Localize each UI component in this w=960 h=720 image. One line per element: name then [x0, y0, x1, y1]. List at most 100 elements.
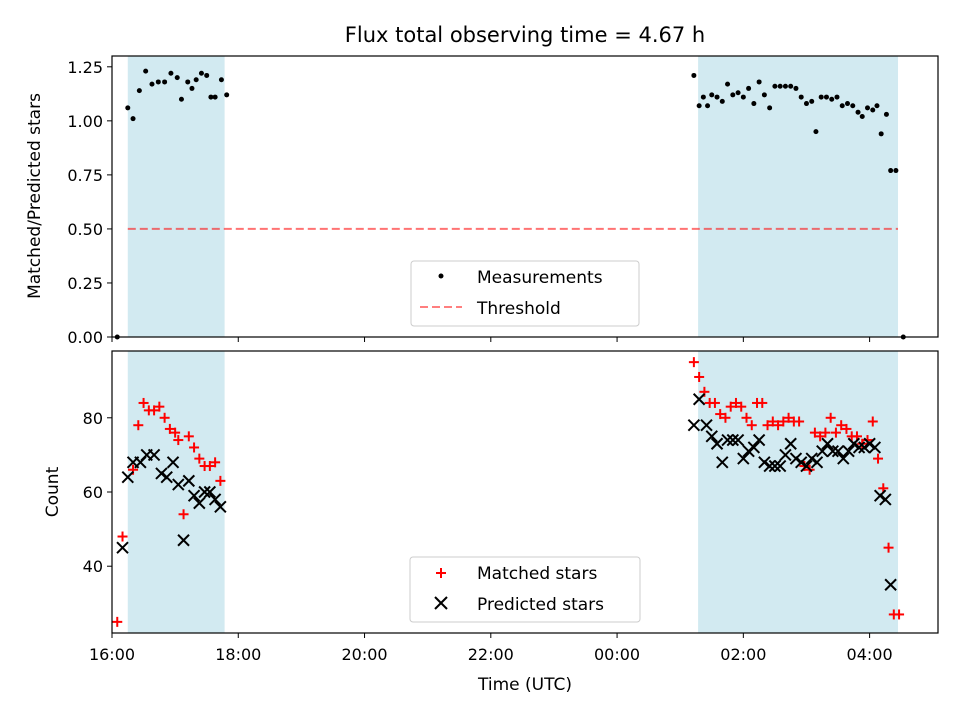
- predicted-star-point: [821, 437, 834, 450]
- matched-star-point: [730, 397, 741, 408]
- top-axes-frame: [111, 55, 939, 338]
- predicted-star-point: [705, 430, 718, 443]
- matched-star-point: [215, 475, 226, 486]
- matched-star-point: [809, 427, 820, 438]
- matched-star-point: [783, 412, 794, 423]
- measurement-point: [767, 105, 773, 111]
- top-x-ticks: [111, 337, 871, 342]
- predicted-star-point: [752, 433, 766, 447]
- predicted-star-point: [773, 459, 787, 473]
- measurement-point: [735, 90, 741, 96]
- y-tick-label: 1.00: [67, 112, 103, 131]
- y-tick-label: 0.25: [67, 274, 103, 293]
- measurement-point: [149, 81, 155, 87]
- matched-star-point: [694, 371, 705, 382]
- measurement-point: [700, 94, 706, 100]
- y-tick-label: 0.00: [67, 328, 103, 347]
- predicted-star-point: [784, 437, 797, 450]
- measurement-point: [809, 98, 815, 104]
- predicted-star-point: [721, 433, 734, 447]
- matched-star-point: [836, 420, 847, 431]
- predicted-star-point: [858, 441, 871, 454]
- predicted-star-point: [831, 444, 845, 458]
- measurement-point: [761, 92, 767, 98]
- measurement-point: [878, 131, 884, 137]
- measurement-point: [705, 103, 711, 109]
- matched-star-point: [178, 509, 189, 520]
- predicted-star-point: [214, 500, 227, 514]
- measurement-point: [746, 85, 752, 91]
- measurement-point: [798, 94, 804, 100]
- matched-star-point: [189, 442, 200, 453]
- measurement-point: [850, 103, 856, 109]
- bottom-panel: 40 60 80 16:00 18:00 20:00 22:00 00:00 02:00 04:…: [43, 350, 939, 695]
- measurement-point: [839, 103, 845, 109]
- predicted-star-point: [710, 437, 724, 450]
- matched-star-point: [825, 412, 836, 423]
- x-tick-label: 02:00: [720, 645, 766, 664]
- measurement-point: [870, 107, 876, 113]
- x-tick-label: 04:00: [847, 645, 893, 664]
- chart-title: Flux total observing time = 4.67 h: [345, 23, 705, 47]
- matched-star-point: [746, 420, 757, 431]
- predicted-star-point: [763, 459, 776, 473]
- measurement-point: [155, 79, 161, 85]
- x-tick-label: 20:00: [341, 645, 387, 664]
- predicted-star-point: [155, 467, 168, 480]
- measurement-point: [719, 98, 725, 104]
- predicted-star-point: [810, 456, 824, 469]
- observing-window-2: [698, 351, 899, 633]
- predicted-star-point: [687, 419, 701, 432]
- predicted-star-point: [172, 478, 185, 491]
- measurement-point: [756, 79, 762, 85]
- matched-star-point: [138, 397, 149, 408]
- measurement-point: [829, 96, 835, 102]
- matched-star-point: [720, 412, 731, 423]
- predicted-star-point: [758, 456, 771, 469]
- matched-star-point: [815, 431, 826, 442]
- bottom-y-axis-label: Count: [43, 466, 63, 517]
- predicted-star-point: [826, 444, 839, 458]
- predicted-star-point: [868, 441, 882, 454]
- matched-star-point: [867, 416, 878, 427]
- measurement-point: [714, 94, 720, 100]
- predicted-star-point: [747, 441, 761, 454]
- predicted-star-point: [837, 452, 850, 465]
- matched-star-point: [688, 357, 699, 368]
- predicted-star-point: [863, 437, 876, 450]
- predicted-star-point: [879, 493, 892, 506]
- y-tick-label: 60: [83, 483, 103, 502]
- predicted-star-point: [160, 470, 173, 484]
- matched-star-point: [173, 435, 184, 446]
- observing-window-1: [127, 56, 225, 337]
- top-legend: Measurements Threshold: [410, 260, 640, 327]
- measurement-point: [218, 77, 224, 83]
- predicted-star-point: [116, 541, 129, 554]
- bottom-y-ticks: 40 60 80: [83, 409, 112, 576]
- measurement-point: [865, 105, 871, 111]
- matched-star-point: [873, 453, 884, 464]
- measurement-point: [168, 70, 174, 76]
- measurement-point: [696, 103, 702, 109]
- bottom-count-points: [112, 357, 905, 627]
- matched-star-point: [841, 423, 852, 434]
- matched-star-point: [736, 401, 747, 412]
- measurement-point: [888, 168, 894, 174]
- measurement-point: [823, 94, 829, 100]
- matched-star-point: [767, 416, 778, 427]
- observing-window-2: [698, 56, 899, 337]
- predicted-star-point: [847, 437, 861, 450]
- top-y-ticks: 0.00 0.25 0.50 0.75 1.00 1.25: [67, 58, 112, 347]
- matched-star-point: [894, 609, 905, 620]
- top-panel: 0.00 0.25 0.50 0.75 1.00 1.25 Matched/Predict…: [25, 55, 939, 347]
- matched-star-point: [164, 423, 175, 434]
- matched-star-point: [170, 427, 181, 438]
- predicted-star-point: [700, 419, 713, 432]
- x-tick-label: 18:00: [215, 645, 261, 664]
- predicted-star-point: [726, 433, 740, 447]
- measurement-point: [143, 68, 149, 74]
- predicted-star-point: [147, 448, 161, 462]
- matched-star-point: [778, 416, 789, 427]
- matched-star-point: [794, 416, 805, 427]
- measurement-point: [204, 72, 210, 78]
